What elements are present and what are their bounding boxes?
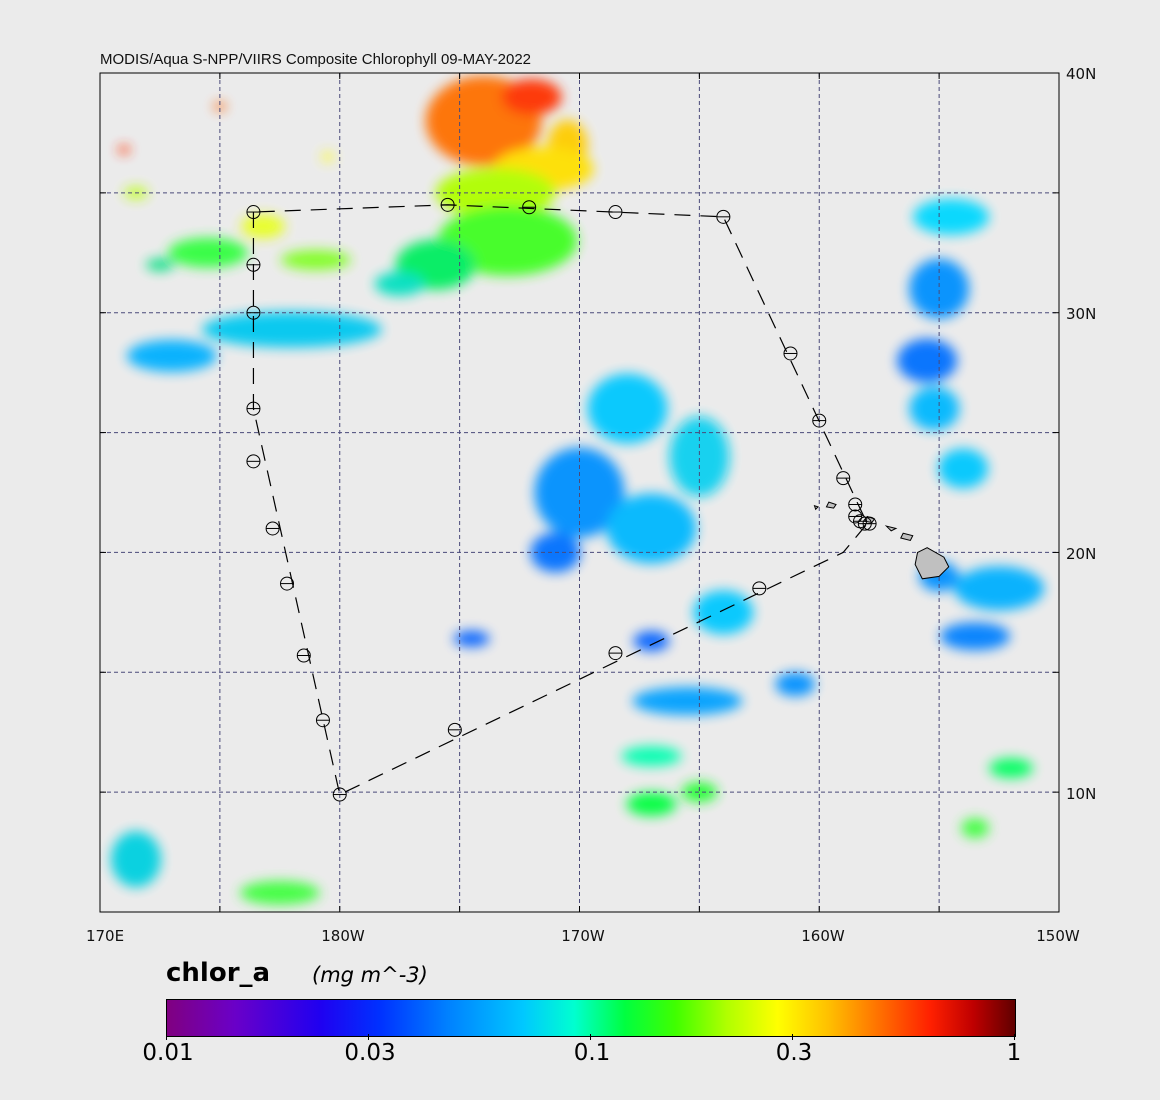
colorbar-variable: chlor_a [166, 958, 271, 988]
station-marker [608, 205, 623, 220]
chl-patch [213, 102, 226, 111]
chl-patch [201, 311, 382, 348]
chl-patch [954, 566, 1045, 611]
chl-patch [606, 493, 697, 564]
colorbar-label-0: 0.01 [142, 1040, 194, 1066]
station-marker [246, 454, 261, 469]
chl-patch [909, 386, 960, 431]
chl-patch [897, 338, 958, 383]
colorbar-tick [590, 1034, 591, 1040]
map-title: MODIS/Aqua S-NPP/VIIRS Composite Chlorop… [100, 51, 532, 68]
chl-patch [633, 631, 670, 652]
colorbar-units: (mg m^-3) [312, 963, 428, 987]
chl-patch [775, 672, 816, 697]
colorbar-tick [166, 1034, 167, 1040]
chl-patch [167, 237, 248, 268]
chl-patch [909, 258, 970, 319]
chlorophyll-map [99, 72, 1060, 913]
station-marker [522, 200, 537, 215]
chl-patch [940, 622, 1011, 651]
graticule [100, 73, 1059, 912]
chlorophyll-data-layer [110, 75, 1045, 905]
colorbar-label-2: 0.1 [573, 1040, 611, 1066]
chl-patch [117, 145, 130, 154]
station-marker [836, 471, 851, 486]
station-marker [246, 205, 261, 220]
station-marker [246, 257, 261, 272]
colorbar-label-1: 0.03 [344, 1040, 396, 1066]
colorbar-tick [1014, 1034, 1015, 1040]
chl-patch [621, 746, 682, 767]
chl-patch [239, 880, 320, 905]
chl-patch [938, 448, 989, 489]
island-outline [884, 525, 898, 532]
chl-patch [501, 78, 562, 115]
chl-patch [989, 758, 1034, 779]
station-marker [246, 401, 261, 416]
chl-patch [321, 151, 334, 162]
colorbar-label-4: 1 [1006, 1040, 1022, 1066]
lon-label-150w: 150W [1036, 927, 1080, 945]
cruise-track [252, 204, 868, 796]
island-outline [813, 504, 819, 511]
station-marker [812, 413, 827, 428]
chl-patch [693, 590, 754, 635]
frame-ticks [99, 72, 1060, 912]
station-marker [608, 646, 623, 661]
station-marker [862, 516, 877, 531]
chl-patch [681, 782, 718, 803]
station-marker [848, 509, 863, 524]
chl-patch [534, 447, 625, 538]
lon-label-170e: 170E [85, 927, 125, 945]
colorbar-tick [368, 1034, 369, 1040]
chl-patch [280, 249, 351, 270]
station-marker [716, 209, 731, 224]
island-outline [825, 501, 837, 509]
cruise-track-line [252, 204, 868, 796]
chl-patch [632, 687, 743, 716]
station-marker [280, 576, 295, 591]
station-marker [296, 648, 311, 663]
chl-patch [241, 214, 286, 239]
colorbar-tick [792, 1034, 793, 1040]
lon-label-170w: 170W [561, 927, 605, 945]
chl-patch [126, 339, 217, 372]
chl-patch [669, 416, 730, 497]
station-markers [246, 197, 877, 802]
lat-label-40n: 40N [1066, 65, 1097, 83]
lat-label-30n: 30N [1066, 305, 1097, 323]
station-marker [332, 787, 347, 802]
lat-label-20n: 20N [1066, 545, 1097, 563]
island-outline [900, 532, 914, 542]
chl-patch [453, 630, 490, 647]
lat-label-10n: 10N [1066, 785, 1097, 803]
station-marker [315, 713, 330, 728]
chl-patch [961, 818, 990, 839]
station-marker [752, 581, 767, 596]
station-marker [783, 346, 798, 361]
chl-patch [374, 271, 425, 296]
station-marker [265, 521, 280, 536]
station-marker [447, 722, 462, 737]
station-marker [440, 197, 455, 212]
chl-patch [626, 792, 677, 817]
chl-patch [587, 373, 668, 444]
colorbar-label-3: 0.3 [775, 1040, 813, 1066]
island-outline [914, 547, 950, 580]
station-marker [246, 305, 261, 320]
chl-patch [913, 198, 990, 235]
lon-label-160w: 160W [801, 927, 845, 945]
lon-label-180w: 180W [321, 927, 365, 945]
chl-patch [145, 258, 174, 271]
chl-patch [110, 831, 161, 888]
station-marker [848, 497, 863, 512]
colorbar [166, 999, 1016, 1037]
